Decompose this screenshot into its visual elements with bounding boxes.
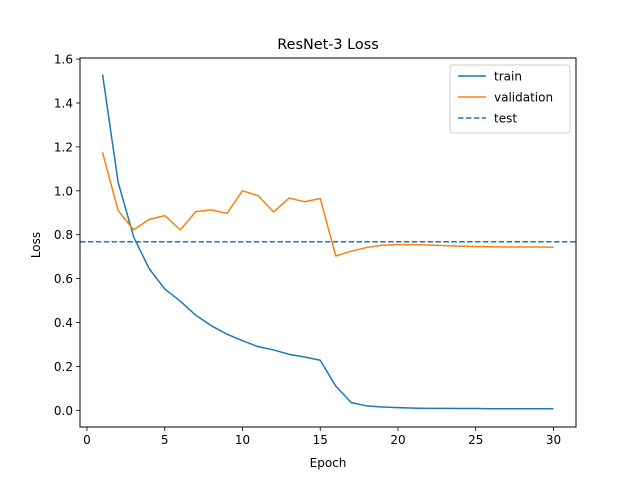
series-group (80, 74, 576, 410)
y-tick-label: 0.0 (54, 404, 73, 418)
plot-area (80, 74, 576, 410)
x-tick-label: 0 (83, 433, 91, 447)
y-axis-label: Loss (29, 232, 43, 258)
x-tick-label: 5 (161, 433, 169, 447)
series-line-train (101, 74, 554, 410)
y-tick-label: 1.2 (54, 140, 73, 154)
y-tick-label: 0.2 (54, 360, 73, 374)
legend-label: test (494, 112, 517, 126)
x-axis-label: Epoch (310, 456, 347, 470)
y-tick-label: 1.6 (54, 53, 73, 67)
x-tick-label: 30 (546, 433, 561, 447)
y-tick-label: 0.6 (54, 272, 73, 286)
y-tick-label: 0.8 (54, 228, 73, 242)
axis-ticks: 0 5 10 15 20 25 30 0.0 0.2 0.4 0.6 0.8 1.0 1.2 1.4 1.6 (54, 53, 561, 447)
y-tick-label: 1.0 (54, 184, 73, 198)
x-tick-label: 10 (235, 433, 250, 447)
chart-title: ResNet-3 Loss (277, 37, 378, 53)
legend-box (449, 64, 571, 134)
series-line-validation (101, 152, 554, 257)
y-tick-label: 0.4 (54, 316, 73, 330)
x-tick-label: 15 (313, 433, 328, 447)
legend: train validation test (449, 64, 571, 134)
legend-label: train (494, 70, 522, 84)
legend-label: validation (494, 91, 553, 105)
x-tick-label: 20 (390, 433, 405, 447)
y-tick-label: 1.4 (54, 97, 73, 111)
plot-frame (79, 57, 577, 428)
x-tick-label: 25 (468, 433, 483, 447)
